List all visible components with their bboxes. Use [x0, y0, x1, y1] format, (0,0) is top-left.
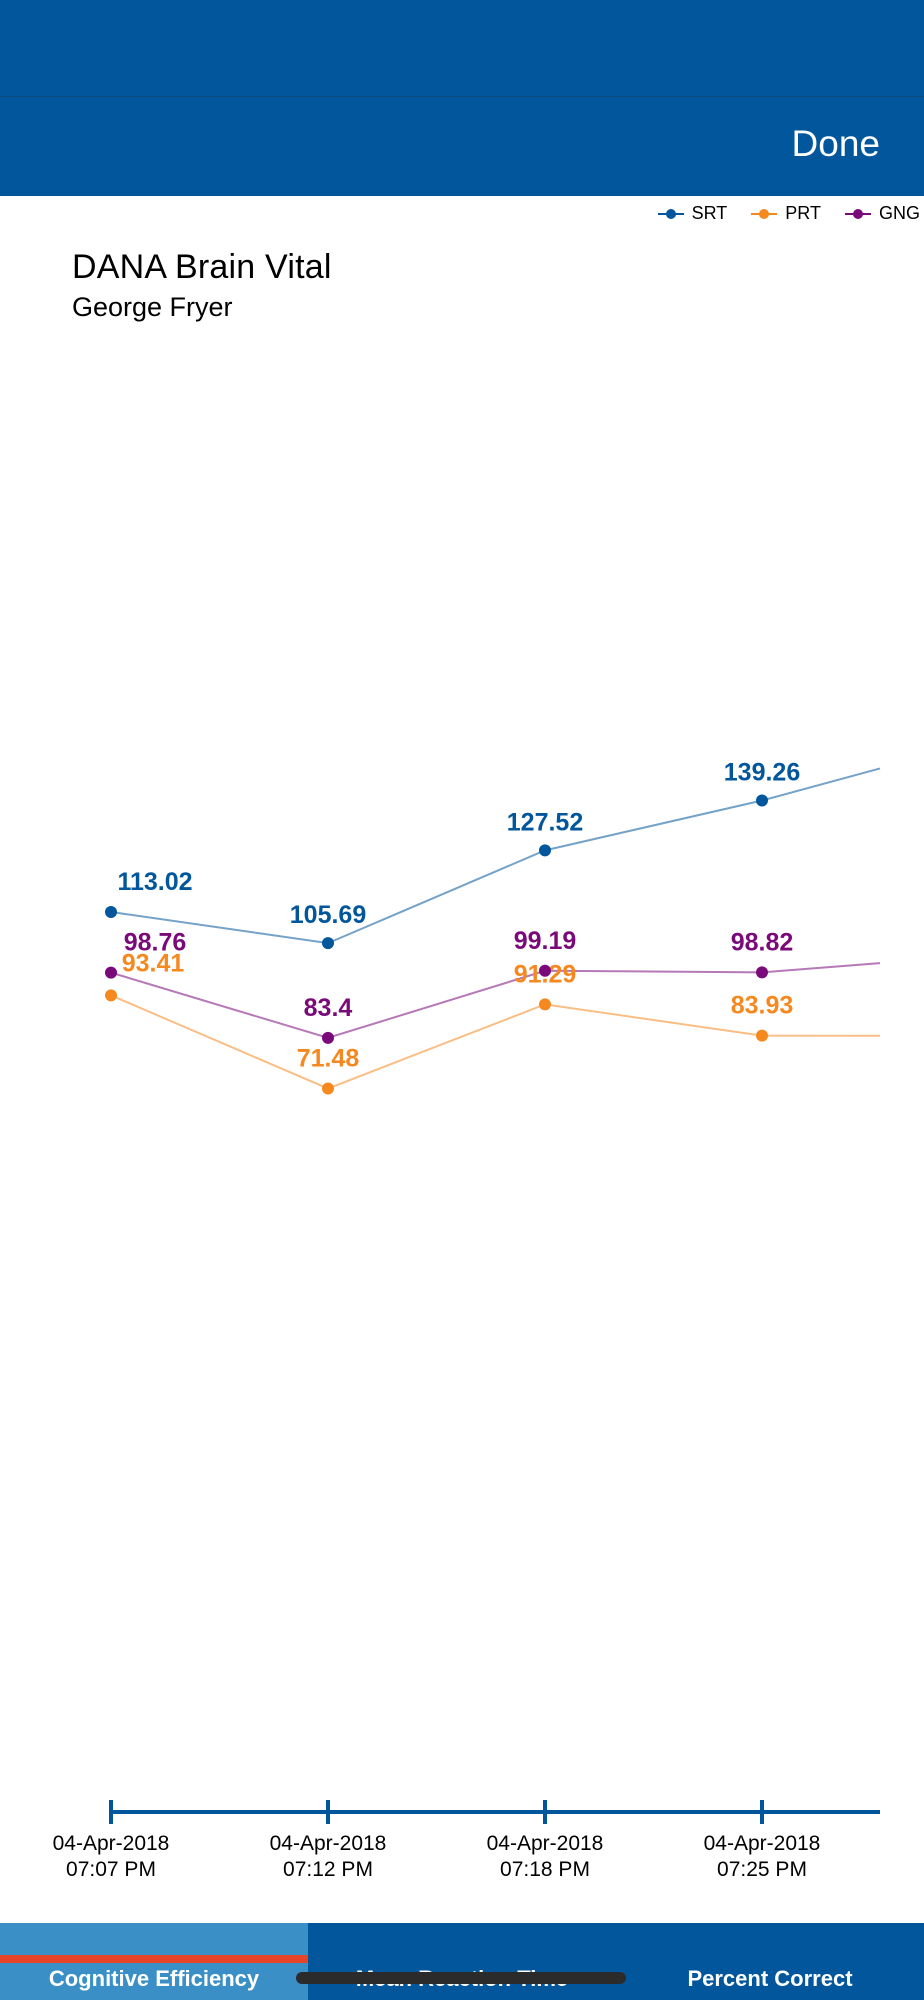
tab-cognitive-efficiency[interactable]: Cognitive Efficiency [0, 1923, 308, 2000]
x-tick-label-time: 07:25 PM [717, 1858, 807, 1881]
data-label-srt: 139.26 [724, 758, 800, 786]
data-point-gng [105, 966, 117, 979]
home-indicator[interactable] [296, 1972, 626, 1984]
tab-label: Cognitive Efficiency [48, 1966, 260, 1991]
data-point-prt [756, 1029, 768, 1042]
tab-mean-reaction-time[interactable]: Mean Reaction Time [308, 1923, 616, 2000]
data-label-srt: 127.52 [507, 808, 583, 836]
legend-label-srt: SRT [691, 203, 728, 223]
x-tick-label-date: 04-Apr-2018 [53, 1832, 170, 1855]
legend-item-prt: PRT [751, 203, 821, 224]
series-line-srt [110, 767, 881, 945]
x-tick-label-time: 07:18 PM [500, 1858, 590, 1881]
data-point-gng [322, 1031, 334, 1044]
legend-marker-prt [751, 207, 778, 221]
x-tick-label-date: 04-Apr-2018 [487, 1832, 604, 1855]
data-label-srt: 113.02 [117, 868, 192, 896]
tab-percent-correct[interactable]: Percent Correct [616, 1923, 924, 2000]
data-point-prt [322, 1082, 334, 1095]
done-button[interactable]: Done [791, 123, 880, 164]
data-label-gng: 98.82 [731, 928, 794, 956]
data-point-gng [756, 966, 768, 979]
data-label-srt: 105.69 [290, 901, 366, 929]
x-tick-label-date: 04-Apr-2018 [704, 1832, 821, 1855]
data-point-srt [539, 844, 551, 857]
x-tick-label-date: 04-Apr-2018 [270, 1832, 387, 1855]
data-point-srt [105, 906, 117, 918]
chart-subtitle: George Fryer [72, 292, 233, 322]
line-chart: 113.02105.69127.52139.2693.4171.4891.298… [53, 758, 881, 1881]
data-label-gng: 99.19 [514, 927, 577, 955]
data-point-prt [539, 998, 551, 1011]
legend-marker-srt [657, 207, 684, 221]
chart-title: DANA Brain Vital [72, 248, 332, 286]
tab-bar: Cognitive Efficiency Mean Reaction Time … [0, 1923, 924, 2000]
legend-label-prt: PRT [785, 203, 821, 223]
data-point-gng [539, 964, 551, 977]
data-label-gng: 83.4 [304, 994, 353, 1022]
navigation-bar: Done [0, 97, 924, 196]
legend-marker-gng [844, 207, 871, 221]
legend-item-srt: SRT [657, 203, 728, 224]
x-tick-label-time: 07:12 PM [283, 1858, 373, 1881]
data-label-prt: 93.41 [122, 949, 185, 977]
legend-item-gng: GNG [844, 203, 920, 224]
data-point-srt [322, 937, 334, 950]
chart-legend: SRT PRT GNG [634, 203, 920, 224]
status-bar [0, 0, 924, 97]
tab-label: Percent Correct [687, 1966, 853, 1991]
data-point-prt [105, 989, 117, 1002]
data-label-prt: 83.93 [731, 992, 794, 1020]
x-tick-label-time: 07:07 PM [66, 1858, 156, 1881]
data-label-prt: 71.48 [297, 1045, 360, 1073]
legend-label-gng: GNG [878, 203, 920, 223]
data-point-srt [756, 794, 768, 807]
data-label-gng: 98.76 [124, 929, 187, 957]
